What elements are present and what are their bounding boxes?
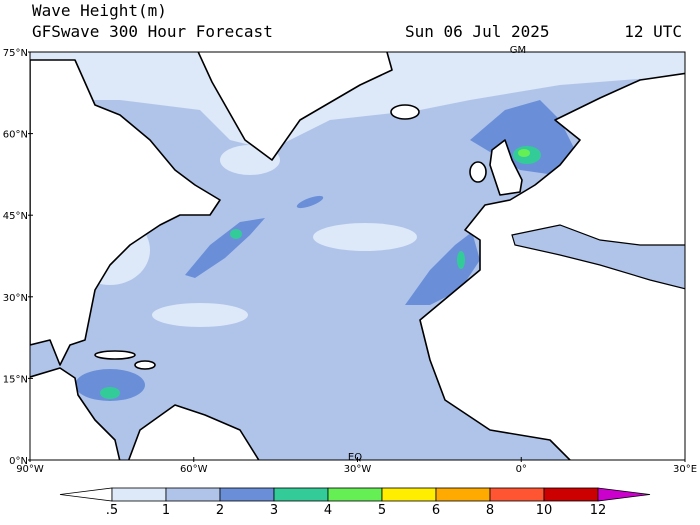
- greenland: [197, 52, 393, 161]
- lat-label: 60°N: [3, 130, 28, 141]
- colorbar: .5 1 2 3 4 5 6 8 10 12: [59, 487, 651, 518]
- colorbar-label: .5: [106, 503, 118, 518]
- colorbar-segment: [165, 487, 221, 502]
- axes: 75°N 60°N 45°N 30°N 15°N 0°N90°W 60°W 30°W 0° 30°…: [3, 48, 697, 475]
- calm-area: [152, 303, 248, 327]
- colorbar-segment: [327, 487, 383, 502]
- marker: EQ: [348, 452, 362, 463]
- europe-africa: [419, 72, 685, 460]
- colorbar-segment: [219, 487, 275, 502]
- wave-area: [185, 218, 265, 278]
- calm-area: [313, 223, 417, 251]
- colorbar-label: 8: [486, 503, 494, 518]
- colorbar-segment: [543, 487, 599, 502]
- south-america: [127, 404, 260, 460]
- colorbar-segment: [111, 487, 167, 502]
- colorbar-label: 5: [378, 503, 386, 518]
- colorbar-segment: [489, 487, 545, 502]
- lon-label: 0°: [516, 464, 527, 475]
- lon-label: 30°E: [673, 464, 697, 475]
- colorbar-label: 12: [590, 503, 607, 518]
- map: [30, 52, 685, 460]
- calm-area: [30, 52, 685, 150]
- marker: GM: [510, 45, 526, 56]
- wave-area: [230, 229, 242, 239]
- lat-label: 45°N: [3, 211, 28, 222]
- ireland: [469, 161, 487, 183]
- colorbar-label: 2: [216, 503, 224, 518]
- colorbar-label: 4: [324, 503, 332, 518]
- central-america: [30, 367, 121, 460]
- wave-area: [470, 100, 575, 175]
- lon-label: 30°W: [344, 464, 372, 475]
- lat-label: 30°N: [3, 293, 28, 304]
- hispaniola: [134, 360, 156, 370]
- wave-area: [518, 149, 530, 157]
- colorbar-label: 3: [270, 503, 278, 518]
- wave-area: [296, 195, 324, 209]
- date: Sun 06 Jul 2025: [405, 22, 550, 41]
- subtitle: GFSwave 300 Hour Forecast: [32, 22, 273, 41]
- cuba: [94, 350, 136, 360]
- colorbar-segment: [273, 487, 329, 502]
- time: 12 UTC: [624, 22, 682, 41]
- title: Wave Height(m): [32, 1, 167, 20]
- colorbar-segment: [435, 487, 491, 502]
- lon-label: 60°W: [180, 464, 208, 475]
- north-america: [30, 59, 221, 366]
- lon-label: 90°W: [16, 464, 44, 475]
- great-britain: [489, 139, 523, 196]
- lat-label: 0°N: [9, 456, 28, 467]
- colorbar-segment: [59, 487, 113, 502]
- wave-area: [100, 387, 120, 399]
- wave-area: [457, 251, 465, 269]
- lat-label: 75°N: [3, 48, 28, 59]
- iceland: [390, 104, 420, 120]
- colorbar-label: 10: [536, 503, 553, 518]
- colorbar-label: 6: [432, 503, 440, 518]
- colorbar-segment: [381, 487, 437, 502]
- colorbar-segment: [597, 487, 651, 502]
- lat-label: 15°N: [3, 374, 28, 385]
- wave-area: [75, 369, 145, 401]
- colorbar-label: 1: [162, 503, 170, 518]
- mediterranean: [511, 224, 685, 290]
